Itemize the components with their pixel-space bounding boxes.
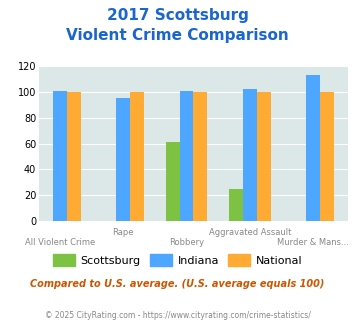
Text: All Violent Crime: All Violent Crime	[25, 238, 95, 247]
Bar	[53, 90, 67, 221]
Bar	[116, 98, 130, 221]
Text: Murder & Mans...: Murder & Mans...	[277, 238, 349, 247]
Text: Rape: Rape	[113, 228, 134, 237]
Bar	[243, 89, 257, 221]
Bar	[229, 189, 243, 221]
Bar	[166, 142, 180, 221]
Bar	[257, 92, 271, 221]
Bar	[320, 92, 334, 221]
Bar	[193, 92, 207, 221]
Bar	[306, 75, 320, 221]
Text: Compared to U.S. average. (U.S. average equals 100): Compared to U.S. average. (U.S. average …	[30, 279, 325, 289]
Text: Aggravated Assault: Aggravated Assault	[209, 228, 291, 237]
Text: Violent Crime Comparison: Violent Crime Comparison	[66, 28, 289, 43]
Text: © 2025 CityRating.com - https://www.cityrating.com/crime-statistics/: © 2025 CityRating.com - https://www.city…	[45, 311, 310, 320]
Legend: Scottsburg, Indiana, National: Scottsburg, Indiana, National	[48, 250, 307, 270]
Bar	[67, 92, 81, 221]
Text: 2017 Scottsburg: 2017 Scottsburg	[106, 8, 248, 23]
Text: Robbery: Robbery	[169, 238, 204, 247]
Bar	[130, 92, 144, 221]
Bar	[180, 90, 193, 221]
